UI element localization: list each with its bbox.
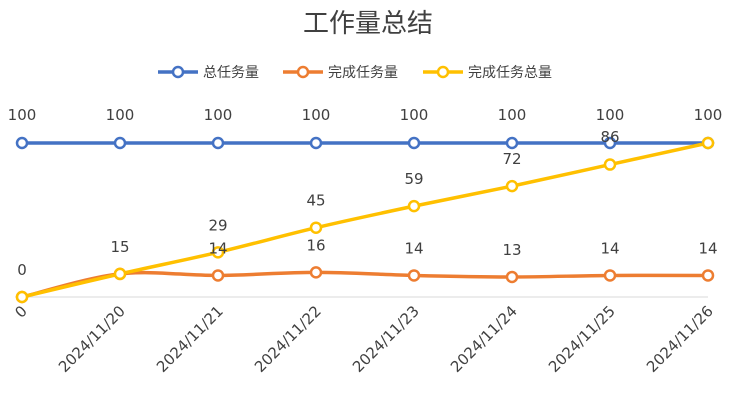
- series-2-point-4: [407, 269, 421, 282]
- series-1-point-1: [113, 136, 127, 150]
- chart-title: 工作量总结: [303, 9, 433, 39]
- data-label-1-3: 100: [302, 106, 331, 124]
- series-1-point-6: [603, 136, 617, 150]
- data-label-1-2: 100: [204, 106, 233, 124]
- series-1-point-4: [407, 136, 421, 150]
- x-axis-ticks: 0 2024/11/20 2024/11/21 2024/11/22 2024/11/2…: [11, 302, 716, 376]
- data-label-1-0: 100: [8, 106, 37, 124]
- data-label-3-7: 100: [694, 106, 723, 124]
- series-line-3: [21, 141, 709, 299]
- x-tick-label-0: 0: [11, 302, 30, 321]
- data-label-3-3: 45: [306, 192, 325, 210]
- data-label-1-5: 100: [498, 106, 527, 124]
- x-tick-label-5: 2024/11/24: [447, 302, 521, 376]
- data-labels: 100 100 100 100 100 100 100 0 15 14 16 14 13 14 14 29 45…: [8, 106, 723, 279]
- legend-marker-2: [296, 65, 310, 79]
- series-3-point-2: [211, 246, 225, 259]
- series-2-point-3: [309, 266, 323, 279]
- series-3-point-1: [113, 267, 127, 281]
- data-label-2-5: 13: [502, 241, 521, 259]
- series-3-point-6: [603, 158, 617, 171]
- series-2-point-6: [603, 269, 617, 282]
- series-3-point-7: [701, 136, 715, 150]
- series-3-point-0: [15, 290, 29, 304]
- legend-label-3: 完成任务总量: [468, 65, 552, 81]
- data-label-2-6: 14: [600, 239, 619, 257]
- series-2-point-7: [701, 269, 715, 282]
- legend-label-2: 完成任务量: [328, 65, 398, 81]
- data-label-3-5: 72: [502, 150, 521, 168]
- data-label-1-1: 100: [106, 106, 135, 124]
- data-label-1-4: 100: [400, 106, 429, 124]
- x-tick-label-3: 2024/11/22: [251, 302, 325, 376]
- data-label-3-2: 29: [208, 216, 227, 234]
- series-2-point-2: [211, 269, 225, 282]
- data-label-2-3: 16: [306, 236, 325, 254]
- legend-label-1: 总任务量: [203, 65, 259, 81]
- series-3-point-5: [505, 179, 519, 193]
- data-label-3-6: 86: [600, 128, 619, 146]
- x-tick-label-4: 2024/11/23: [349, 302, 423, 376]
- data-label-2-1: 15: [110, 238, 129, 256]
- x-tick-label-1: 2024/11/20: [55, 302, 129, 376]
- series-1-point-2: [211, 136, 225, 150]
- series-2-point-5: [505, 270, 519, 284]
- series-1-point-3: [309, 136, 323, 150]
- legend-marker-1: [171, 65, 185, 79]
- data-label-2-0: 0: [17, 261, 27, 279]
- series-1-point-0: [15, 136, 29, 150]
- legend-marker-3: [436, 65, 450, 79]
- series-1-point-5: [505, 136, 519, 150]
- data-label-2-2: 14: [208, 239, 227, 257]
- series-group: [15, 136, 715, 304]
- x-tick-label-6: 2024/11/25: [545, 302, 619, 376]
- x-tick-label-7: 2024/11/26: [643, 302, 717, 376]
- data-label-2-4: 14: [404, 239, 423, 257]
- data-label-3-4: 59: [404, 170, 423, 188]
- series-3-point-3: [309, 221, 323, 234]
- series-3-point-4: [407, 199, 421, 213]
- data-label-2-7: 14: [698, 239, 717, 257]
- x-tick-label-2: 2024/11/21: [153, 302, 227, 376]
- legend: 总任务量 完成任务量 完成任务总量: [158, 65, 552, 81]
- data-label-1-6: 100: [596, 106, 625, 124]
